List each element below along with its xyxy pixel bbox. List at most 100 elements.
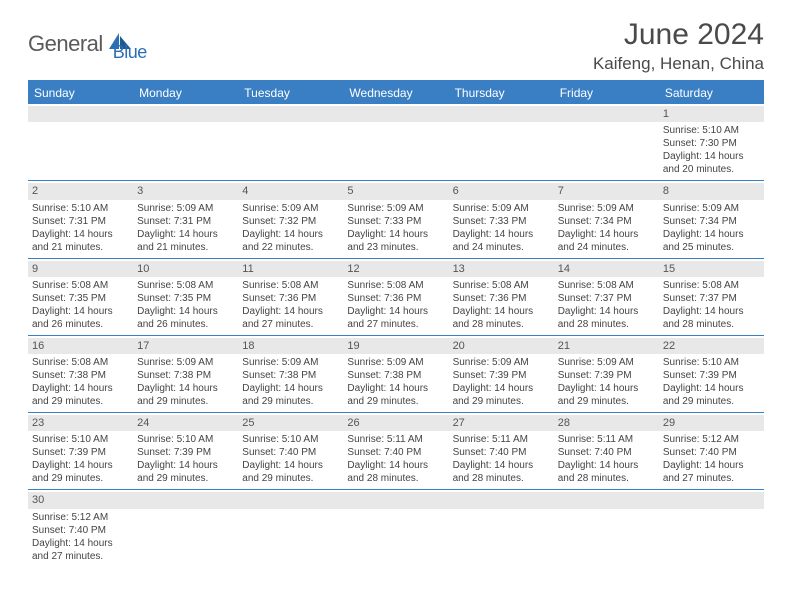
sunrise-line: Sunrise: 5:08 AM	[137, 279, 234, 292]
sunset-line: Sunset: 7:33 PM	[347, 215, 444, 228]
calendar-cell: 14Sunrise: 5:08 AMSunset: 7:37 PMDayligh…	[554, 258, 659, 335]
daylight-line: Daylight: 14 hours	[242, 305, 339, 318]
header: General Blue June 2024 Kaifeng, Henan, C…	[28, 18, 764, 74]
daylight-line-2: and 29 minutes.	[663, 395, 760, 408]
day-number	[238, 492, 343, 508]
daylight-line-2: and 28 minutes.	[558, 472, 655, 485]
daylight-line-2: and 29 minutes.	[453, 395, 550, 408]
daylight-line-2: and 29 minutes.	[242, 472, 339, 485]
daylight-line-2: and 24 minutes.	[558, 241, 655, 254]
daylight-line: Daylight: 14 hours	[347, 382, 444, 395]
day-number: 29	[659, 415, 764, 431]
calendar-cell	[554, 104, 659, 181]
day-number: 11	[238, 261, 343, 277]
daylight-line: Daylight: 14 hours	[558, 459, 655, 472]
day-number: 26	[343, 415, 448, 431]
calendar-cell: 29Sunrise: 5:12 AMSunset: 7:40 PMDayligh…	[659, 413, 764, 490]
weekday-header: Friday	[554, 81, 659, 104]
weekday-header: Tuesday	[238, 81, 343, 104]
daylight-line: Daylight: 14 hours	[663, 305, 760, 318]
daylight-line: Daylight: 14 hours	[137, 228, 234, 241]
daylight-line-2: and 28 minutes.	[453, 472, 550, 485]
calendar-cell: 19Sunrise: 5:09 AMSunset: 7:38 PMDayligh…	[343, 335, 448, 412]
sunrise-line: Sunrise: 5:09 AM	[663, 202, 760, 215]
sunset-line: Sunset: 7:40 PM	[32, 524, 129, 537]
calendar-row: 23Sunrise: 5:10 AMSunset: 7:39 PMDayligh…	[28, 413, 764, 490]
day-number: 2	[28, 183, 133, 199]
location: Kaifeng, Henan, China	[593, 54, 764, 74]
daylight-line-2: and 29 minutes.	[32, 395, 129, 408]
daylight-line-2: and 28 minutes.	[453, 318, 550, 331]
daylight-line-2: and 21 minutes.	[137, 241, 234, 254]
daylight-line: Daylight: 14 hours	[663, 459, 760, 472]
calendar-cell	[238, 490, 343, 567]
calendar-row: 30Sunrise: 5:12 AMSunset: 7:40 PMDayligh…	[28, 490, 764, 567]
daylight-line-2: and 28 minutes.	[347, 472, 444, 485]
day-number: 17	[133, 338, 238, 354]
weekday-header: Monday	[133, 81, 238, 104]
day-number: 28	[554, 415, 659, 431]
daylight-line: Daylight: 14 hours	[32, 459, 129, 472]
daylight-line-2: and 26 minutes.	[32, 318, 129, 331]
day-number	[133, 106, 238, 122]
sunset-line: Sunset: 7:40 PM	[453, 446, 550, 459]
daylight-line: Daylight: 14 hours	[242, 382, 339, 395]
sunrise-line: Sunrise: 5:09 AM	[347, 202, 444, 215]
sunset-line: Sunset: 7:37 PM	[663, 292, 760, 305]
day-number: 23	[28, 415, 133, 431]
sunrise-line: Sunrise: 5:10 AM	[663, 124, 760, 137]
sunrise-line: Sunrise: 5:09 AM	[347, 356, 444, 369]
sunrise-line: Sunrise: 5:11 AM	[558, 433, 655, 446]
calendar-cell	[554, 490, 659, 567]
daylight-line: Daylight: 14 hours	[242, 228, 339, 241]
sunrise-line: Sunrise: 5:11 AM	[347, 433, 444, 446]
daylight-line: Daylight: 14 hours	[347, 228, 444, 241]
day-number	[449, 492, 554, 508]
sunrise-line: Sunrise: 5:09 AM	[453, 202, 550, 215]
day-number: 8	[659, 183, 764, 199]
day-number	[554, 106, 659, 122]
sunset-line: Sunset: 7:40 PM	[558, 446, 655, 459]
day-number: 16	[28, 338, 133, 354]
sunrise-line: Sunrise: 5:08 AM	[242, 279, 339, 292]
sunrise-line: Sunrise: 5:08 AM	[558, 279, 655, 292]
daylight-line: Daylight: 14 hours	[453, 305, 550, 318]
calendar-cell	[449, 490, 554, 567]
day-number: 1	[659, 106, 764, 122]
sunset-line: Sunset: 7:38 PM	[347, 369, 444, 382]
day-number: 5	[343, 183, 448, 199]
sunrise-line: Sunrise: 5:09 AM	[137, 202, 234, 215]
calendar-cell	[238, 104, 343, 181]
logo-text-general: General	[28, 31, 103, 57]
daylight-line: Daylight: 14 hours	[32, 305, 129, 318]
daylight-line-2: and 29 minutes.	[347, 395, 444, 408]
sunset-line: Sunset: 7:32 PM	[242, 215, 339, 228]
sunrise-line: Sunrise: 5:09 AM	[453, 356, 550, 369]
title-block: June 2024 Kaifeng, Henan, China	[593, 18, 764, 74]
sunrise-line: Sunrise: 5:09 AM	[558, 356, 655, 369]
daylight-line: Daylight: 14 hours	[453, 228, 550, 241]
logo-text-blue: Blue	[113, 42, 147, 63]
daylight-line: Daylight: 14 hours	[137, 305, 234, 318]
daylight-line: Daylight: 14 hours	[137, 382, 234, 395]
sunset-line: Sunset: 7:33 PM	[453, 215, 550, 228]
sunrise-line: Sunrise: 5:08 AM	[663, 279, 760, 292]
day-number	[659, 492, 764, 508]
daylight-line-2: and 29 minutes.	[242, 395, 339, 408]
calendar-cell: 1Sunrise: 5:10 AMSunset: 7:30 PMDaylight…	[659, 104, 764, 181]
sunset-line: Sunset: 7:37 PM	[558, 292, 655, 305]
sunrise-line: Sunrise: 5:08 AM	[32, 356, 129, 369]
sunset-line: Sunset: 7:38 PM	[32, 369, 129, 382]
calendar-cell: 17Sunrise: 5:09 AMSunset: 7:38 PMDayligh…	[133, 335, 238, 412]
day-number: 9	[28, 261, 133, 277]
calendar-cell	[343, 490, 448, 567]
day-number: 21	[554, 338, 659, 354]
daylight-line: Daylight: 14 hours	[32, 228, 129, 241]
daylight-line-2: and 20 minutes.	[663, 163, 760, 176]
calendar-cell	[133, 490, 238, 567]
calendar-cell: 10Sunrise: 5:08 AMSunset: 7:35 PMDayligh…	[133, 258, 238, 335]
daylight-line: Daylight: 14 hours	[558, 382, 655, 395]
sunrise-line: Sunrise: 5:08 AM	[32, 279, 129, 292]
day-number: 30	[28, 492, 133, 508]
calendar-cell: 23Sunrise: 5:10 AMSunset: 7:39 PMDayligh…	[28, 413, 133, 490]
